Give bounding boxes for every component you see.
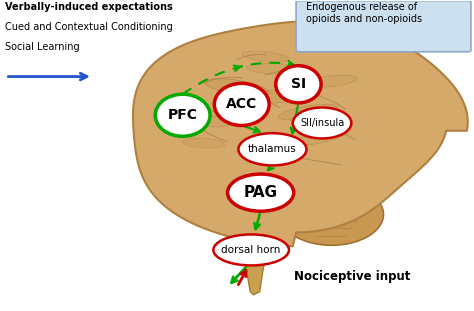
Ellipse shape [238,133,307,165]
Polygon shape [238,205,273,295]
FancyBboxPatch shape [296,1,471,52]
Ellipse shape [214,83,269,125]
Ellipse shape [237,90,312,103]
Polygon shape [133,21,468,246]
Ellipse shape [242,51,289,62]
Text: SI: SI [291,77,306,91]
Text: ACC: ACC [226,97,257,111]
Text: Endogenous release of
opioids and non-opioids: Endogenous release of opioids and non-op… [306,2,422,24]
Ellipse shape [293,108,351,138]
Ellipse shape [228,174,294,211]
Ellipse shape [276,66,321,103]
Ellipse shape [155,94,210,136]
Text: Nociceptive input: Nociceptive input [294,270,410,283]
Ellipse shape [182,138,225,148]
Ellipse shape [278,104,337,120]
Ellipse shape [246,63,303,74]
Ellipse shape [306,75,357,87]
Text: Social Learning: Social Learning [5,43,80,53]
Text: Verbally-induced expectations: Verbally-induced expectations [5,2,173,12]
Text: SII/insula: SII/insula [300,118,344,128]
Text: PAG: PAG [244,185,278,200]
Text: dorsal horn: dorsal horn [221,245,281,255]
Text: PFC: PFC [168,108,198,122]
Ellipse shape [213,234,289,265]
Ellipse shape [280,183,383,245]
Text: Cued and Contextual Conditioning: Cued and Contextual Conditioning [5,22,173,32]
Ellipse shape [205,79,269,96]
Ellipse shape [295,129,349,145]
Text: thalamus: thalamus [248,144,297,154]
Ellipse shape [190,116,237,127]
